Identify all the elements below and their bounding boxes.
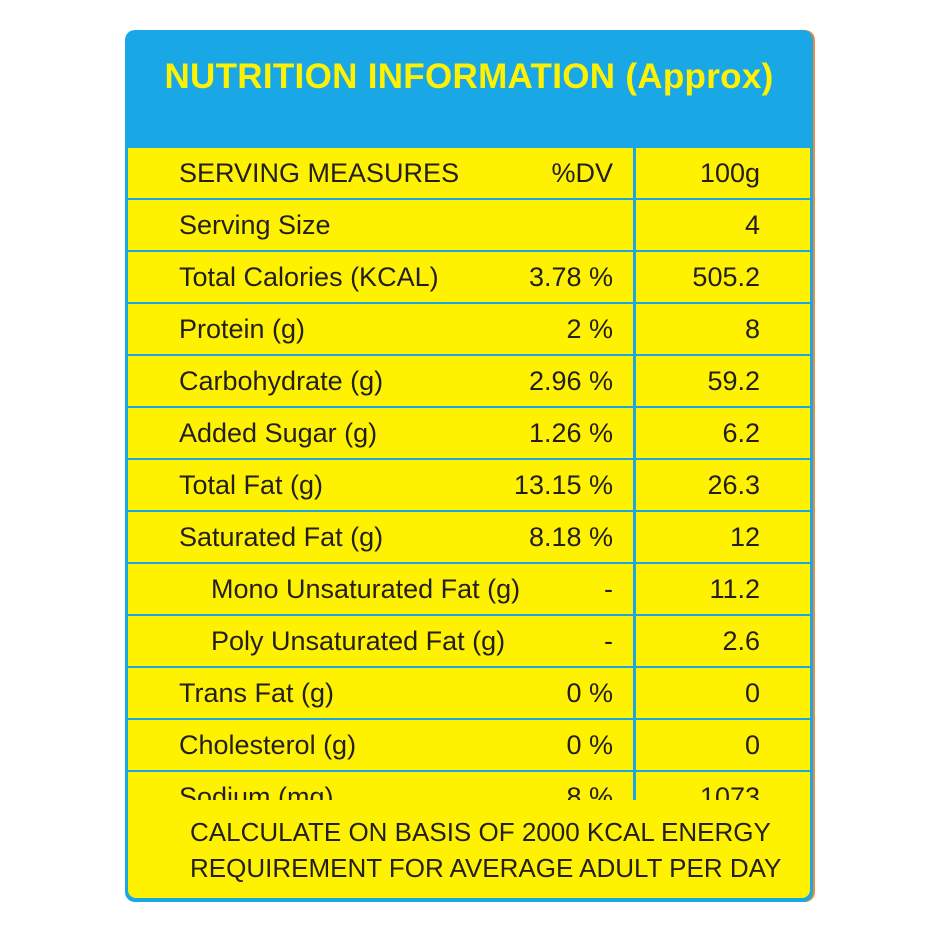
label-cell: Serving Size	[128, 200, 633, 250]
row-label: Total Fat (g)	[179, 470, 324, 500]
table-row: Cholesterol (g) 0 % 0	[128, 720, 810, 770]
nutrition-panel: NUTRITION INFORMATION (Approx) SERVING M…	[125, 30, 813, 902]
table-row: Total Calories (KCAL) 3.78 % 505.2	[128, 252, 810, 302]
panel-title: NUTRITION INFORMATION (Approx)	[164, 57, 774, 96]
table-row: Mono Unsaturated Fat (g) - 11.2	[128, 564, 810, 614]
table-row: Total Fat (g) 13.15 % 26.3	[128, 460, 810, 510]
value-cell: 0	[636, 720, 810, 770]
value-cell: 8	[636, 304, 810, 354]
table-row: SERVING MEASURES %DV 100g	[128, 148, 810, 198]
label-cell: Poly Unsaturated Fat (g) -	[128, 616, 633, 666]
row-label: Added Sugar (g)	[179, 418, 378, 448]
row-dv: 8.18 %	[528, 522, 613, 552]
row-label: Saturated Fat (g)	[179, 522, 384, 552]
table-row: Trans Fat (g) 0 % 0	[128, 668, 810, 718]
row-dv: %DV	[551, 158, 613, 188]
table-row: Saturated Fat (g) 8.18 % 12	[128, 512, 810, 562]
row-dv: 3.78 %	[528, 262, 613, 292]
value-cell: 26.3	[636, 460, 810, 510]
row-label: Poly Unsaturated Fat (g)	[211, 626, 506, 656]
row-dv: 0 %	[566, 678, 613, 708]
row-dv: 0 %	[566, 730, 613, 760]
row-label: Serving Size	[179, 210, 331, 240]
table-row: Carbohydrate (g) 2.96 % 59.2	[128, 356, 810, 406]
table-row: Protein (g) 2 % 8	[128, 304, 810, 354]
row-dv: -	[604, 574, 613, 604]
label-cell: Total Calories (KCAL) 3.78 %	[128, 252, 633, 302]
row-dv: 13.15 %	[513, 470, 613, 500]
value-cell: 12	[636, 512, 810, 562]
table-row: Poly Unsaturated Fat (g) - 2.6	[128, 616, 810, 666]
value-cell: 11.2	[636, 564, 810, 614]
label-cell: Protein (g) 2 %	[128, 304, 633, 354]
table-row: Added Sugar (g) 1.26 % 6.2	[128, 408, 810, 458]
footer-note: CALCULATE ON BASIS OF 2000 KCAL ENERGY R…	[128, 800, 810, 898]
footer-line-2: REQUIREMENT FOR AVERAGE ADULT PER DAY	[190, 853, 782, 883]
value-cell: 59.2	[636, 356, 810, 406]
row-label: Cholesterol (g)	[179, 730, 357, 760]
label-cell: Saturated Fat (g) 8.18 %	[128, 512, 633, 562]
value-cell: 505.2	[636, 252, 810, 302]
table-row: Serving Size 4	[128, 200, 810, 250]
row-label: Protein (g)	[179, 314, 306, 344]
value-cell: 100g	[636, 148, 810, 198]
footer-line-1: CALCULATE ON BASIS OF 2000 KCAL ENERGY	[190, 817, 771, 847]
row-label: Total Calories (KCAL)	[179, 262, 439, 292]
label-cell: Cholesterol (g) 0 %	[128, 720, 633, 770]
value-cell: 4	[636, 200, 810, 250]
label-cell: Carbohydrate (g) 2.96 %	[128, 356, 633, 406]
label-cell: Total Fat (g) 13.15 %	[128, 460, 633, 510]
row-dv: 2 %	[566, 314, 613, 344]
label-cell: Mono Unsaturated Fat (g) -	[128, 564, 633, 614]
row-label: Mono Unsaturated Fat (g)	[211, 574, 521, 604]
label-cell: SERVING MEASURES %DV	[128, 148, 633, 198]
value-cell: 0	[636, 668, 810, 718]
row-label: Trans Fat (g)	[179, 678, 335, 708]
label-cell: Added Sugar (g) 1.26 %	[128, 408, 633, 458]
nutrition-table: SERVING MEASURES %DV 100g Serving Size 4…	[128, 148, 810, 824]
row-label: Carbohydrate (g)	[179, 366, 384, 396]
value-cell: 6.2	[636, 408, 810, 458]
row-dv: -	[604, 626, 613, 656]
value-cell: 2.6	[636, 616, 810, 666]
label-cell: Trans Fat (g) 0 %	[128, 668, 633, 718]
row-dv: 2.96 %	[528, 366, 613, 396]
row-label: SERVING MEASURES	[179, 158, 460, 188]
row-dv: 1.26 %	[528, 418, 613, 448]
